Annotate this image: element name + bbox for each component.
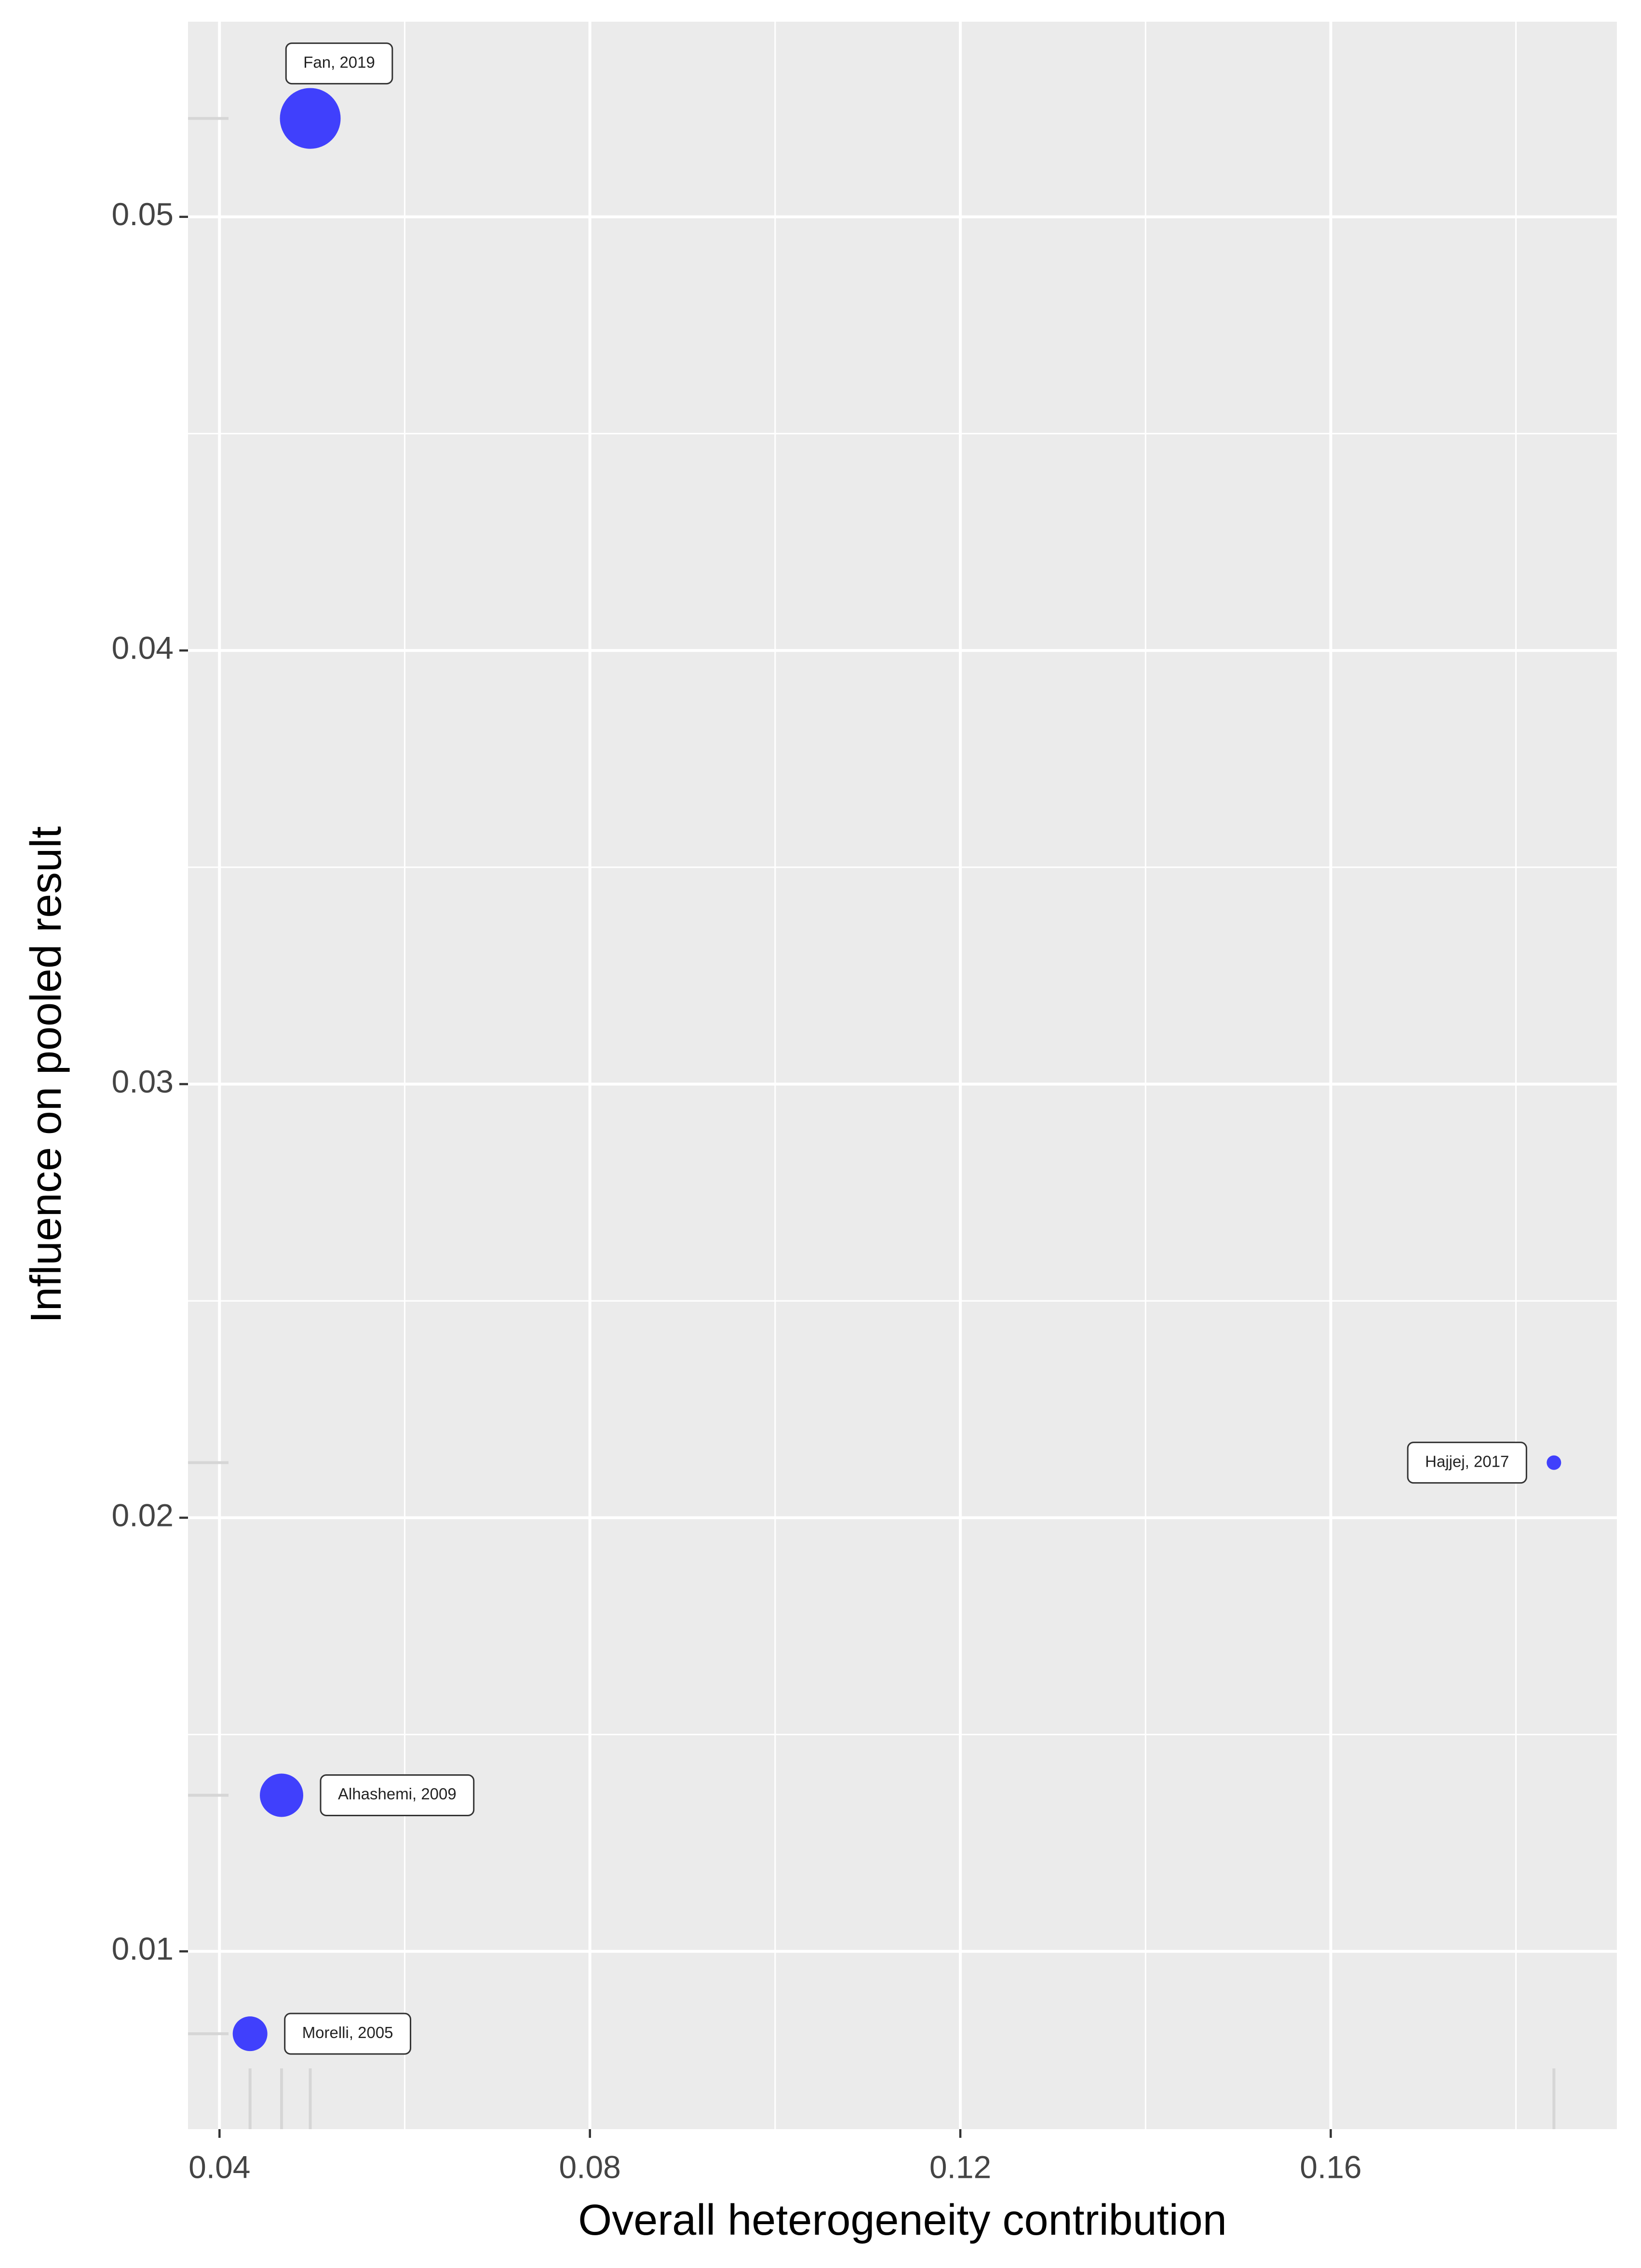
x-tick-label: 0.16 [1300,2149,1361,2185]
y-tick-label: 0.03 [112,1064,174,1099]
x-axis-title: Overall heterogeneity contribution [578,2196,1227,2244]
point [1547,1455,1561,1470]
point [280,88,341,149]
y-axis-title: Influence on pooled result [22,826,70,1323]
y-tick-label: 0.04 [112,630,174,666]
point-label: Morelli, 2005 [302,2024,393,2041]
label-box [285,42,393,85]
point-label: Fan, 2019 [303,53,375,71]
point-label: Alhashemi, 2009 [338,1785,457,1803]
y-tick-label: 0.02 [112,1497,174,1533]
x-tick-label: 0.04 [188,2149,250,2185]
x-tick-label: 0.12 [929,2149,991,2185]
point-label: Hajjej, 2017 [1425,1452,1509,1470]
label-box [1407,1442,1527,1484]
point [232,2016,268,2052]
label-box [320,1774,475,1816]
y-tick-label: 0.01 [112,1931,174,1967]
label-box [284,2012,412,2055]
point [260,1773,304,1817]
y-tick-label: 0.05 [112,196,174,232]
x-tick-label: 0.08 [559,2149,620,2185]
